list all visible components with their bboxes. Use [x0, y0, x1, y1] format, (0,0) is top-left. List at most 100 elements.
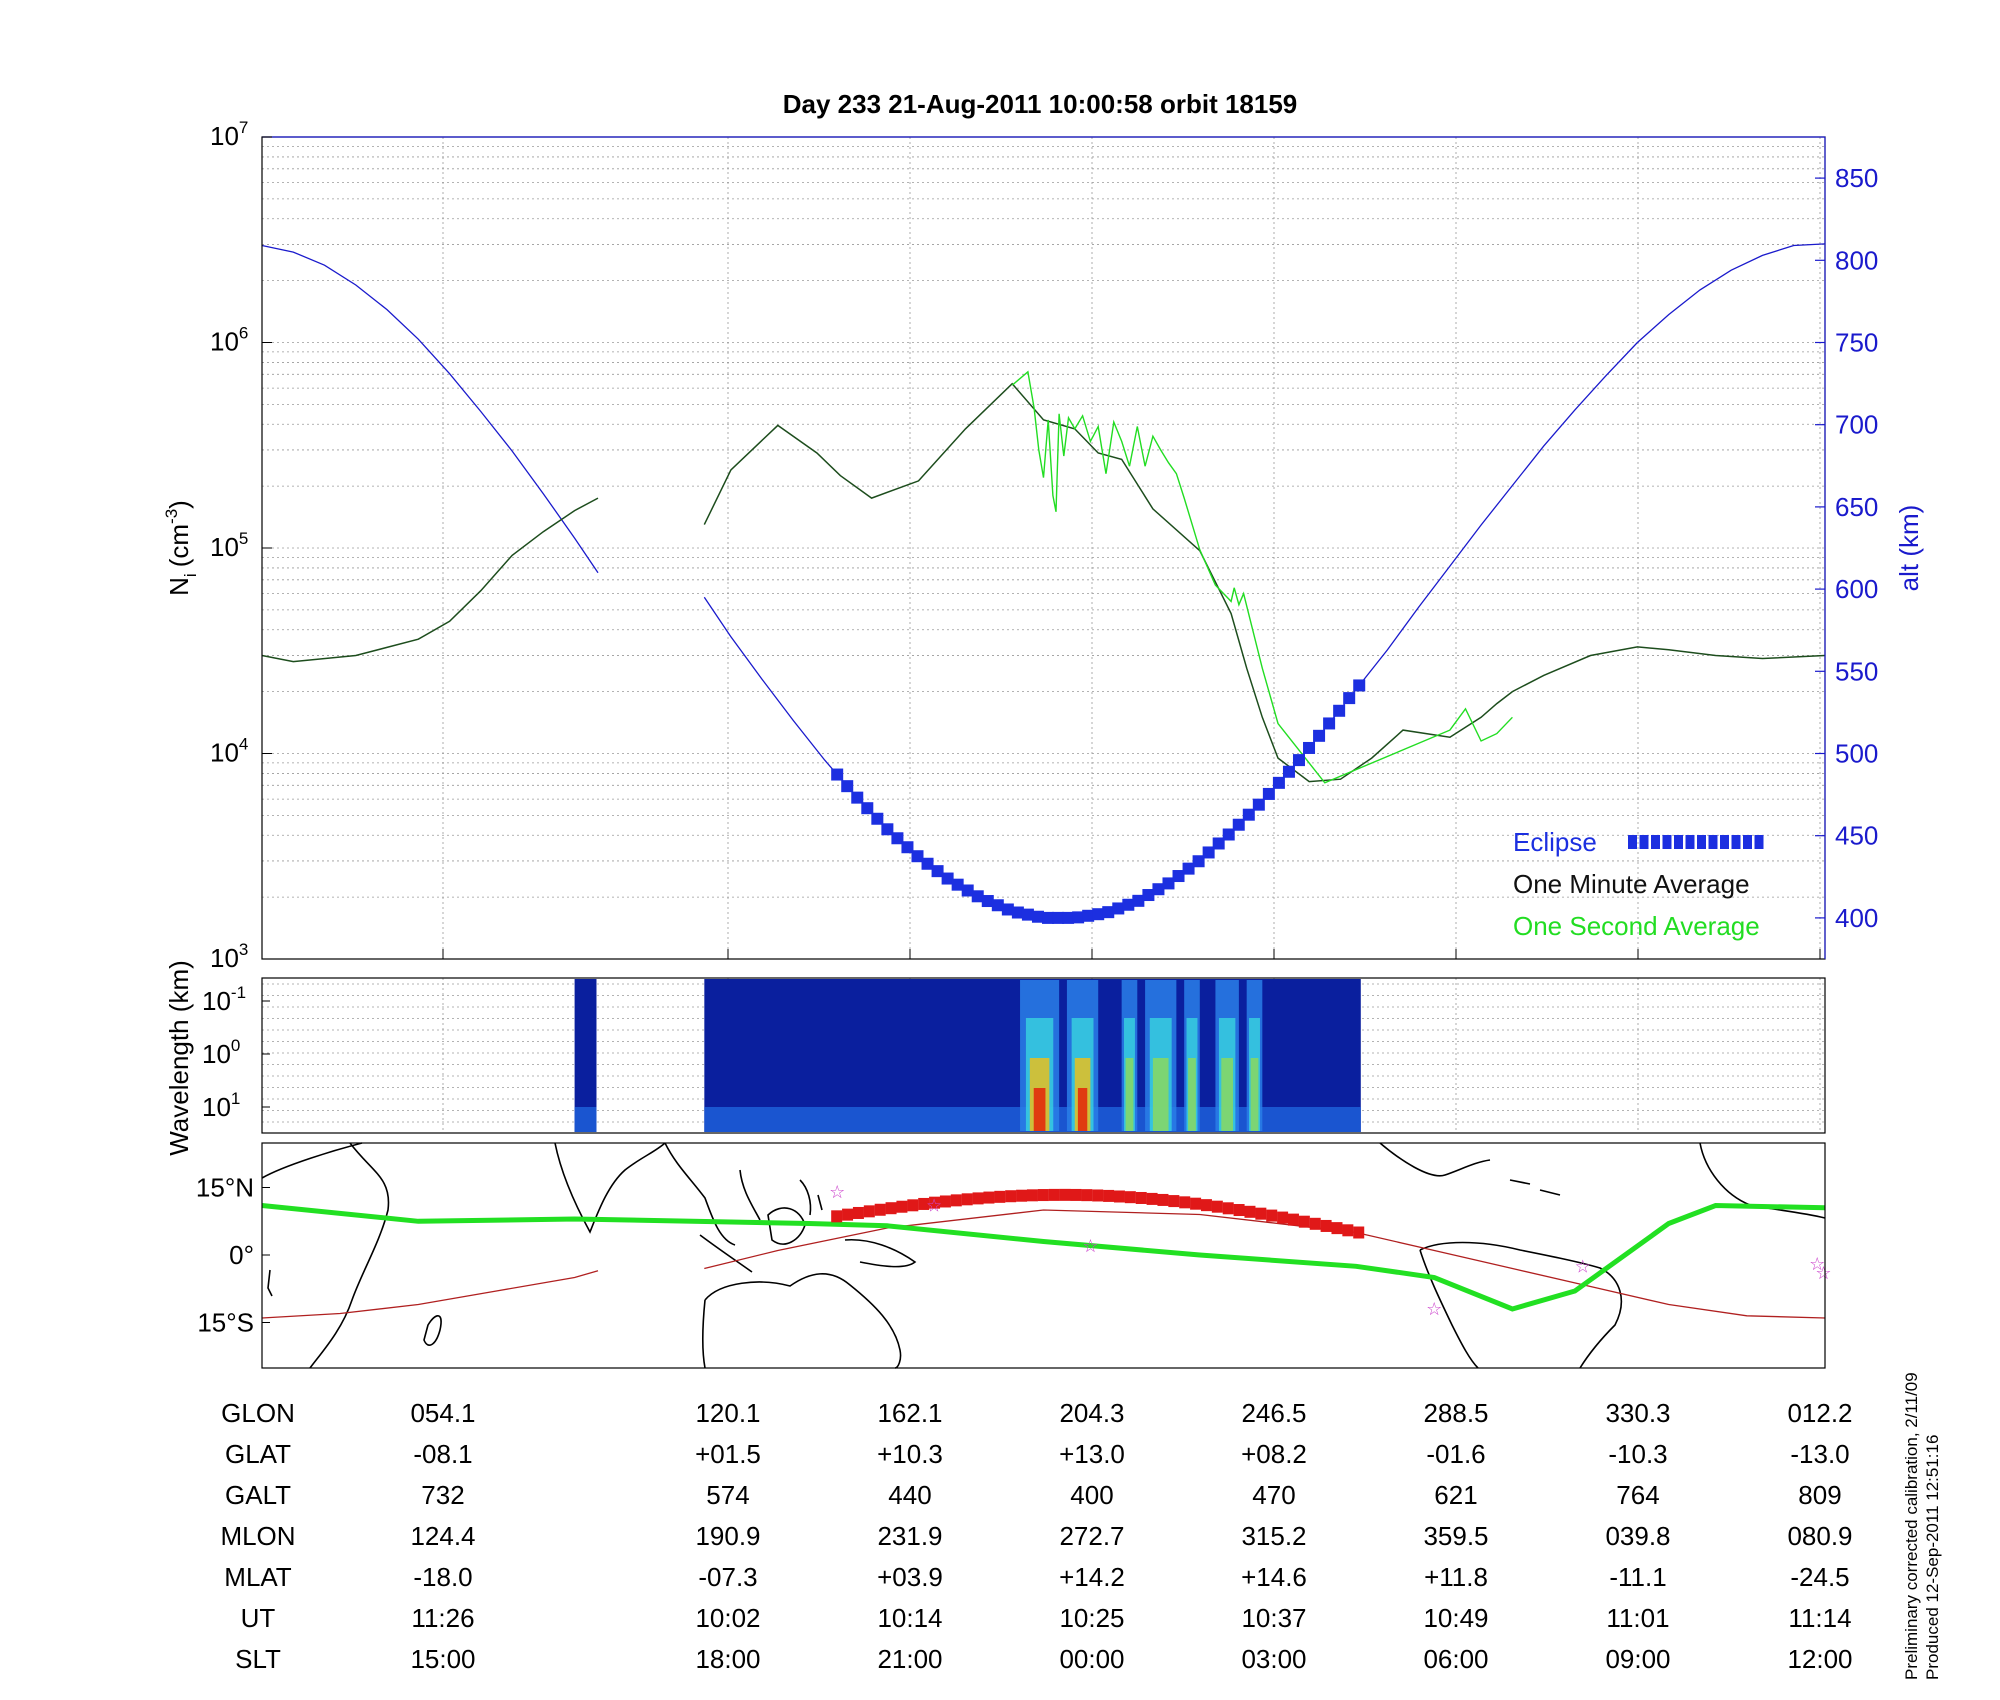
eclipse-marker — [971, 890, 984, 903]
map-eclipse-marker — [1298, 1215, 1310, 1228]
spectrogram-band-peak — [1077, 1088, 1088, 1131]
density-y-tick-label: 105 — [210, 529, 248, 562]
eclipse-marker — [1112, 902, 1125, 915]
table-row-label: GLAT — [225, 1439, 291, 1469]
eclipse-marker — [981, 895, 994, 908]
map-eclipse-marker — [1211, 1200, 1223, 1213]
table-cell: -18.0 — [413, 1562, 472, 1592]
map-eclipse-marker — [1168, 1195, 1180, 1208]
table-cell: 330.3 — [1605, 1398, 1670, 1428]
table-cell: +14.2 — [1059, 1562, 1125, 1592]
map-eclipse-marker — [1005, 1190, 1017, 1203]
eclipse-marker — [1122, 898, 1135, 911]
map-eclipse-marker — [1266, 1209, 1278, 1222]
coastline-caribbean — [1509, 1179, 1561, 1196]
coastline-africa — [261, 1142, 390, 1369]
spectrogram-low-band — [574, 1107, 597, 1132]
table-cell: +11.8 — [1424, 1562, 1488, 1592]
map-eclipse-marker — [1124, 1191, 1136, 1204]
map-eclipse-marker — [1190, 1197, 1202, 1210]
eclipse-marker — [1152, 883, 1165, 896]
eclipse-marker — [1102, 906, 1115, 919]
table-cell: 204.3 — [1059, 1398, 1124, 1428]
map-eclipse-marker — [1200, 1199, 1212, 1212]
map-eclipse-marker — [1135, 1191, 1147, 1204]
legend-one-second-label: One Second Average — [1513, 911, 1760, 941]
altitude-y-tick-label: 600 — [1835, 574, 1878, 604]
density-y-tick-base: 10 — [210, 738, 239, 768]
map-eclipse-marker — [1070, 1188, 1082, 1201]
eclipse-marker — [1202, 846, 1215, 859]
map-eclipse-marker — [1353, 1226, 1365, 1239]
eclipse-marker — [881, 823, 894, 836]
table-cell: +10.3 — [877, 1439, 943, 1469]
spectrogram-y-tick-exp: 1 — [231, 1089, 240, 1108]
star-marker: ☆ — [829, 1182, 845, 1203]
altitude-y-tick-label: 850 — [1835, 163, 1878, 193]
altitude-y-tick-label: 450 — [1835, 821, 1878, 851]
chart-title: Day 233 21-Aug-2011 10:00:58 orbit 18159 — [783, 89, 1298, 119]
legend-eclipse-square — [1731, 835, 1741, 849]
eclipse-marker — [841, 780, 854, 793]
density-y-tick-label: 107 — [210, 118, 248, 151]
spectrogram-data — [574, 979, 1361, 1132]
map-eclipse-marker — [1222, 1202, 1234, 1215]
density-y-tick-label: 103 — [210, 940, 248, 973]
spectrogram-y-tick-label: 101 — [202, 1089, 240, 1122]
map-eclipse-marker — [972, 1192, 984, 1205]
table-cell: 09:00 — [1605, 1644, 1670, 1674]
legend-eclipse-square — [1685, 835, 1695, 849]
legend-eclipse-square — [1662, 835, 1672, 849]
map-eclipse-marker — [983, 1191, 995, 1204]
eclipse-marker — [1292, 754, 1305, 767]
eclipse-marker — [891, 832, 904, 845]
one-second-series — [1011, 370, 1513, 784]
density-y-tick-label: 106 — [210, 324, 248, 357]
map-eclipse-marker — [863, 1205, 875, 1218]
legend-eclipse-square — [1651, 835, 1660, 849]
eclipse-marker — [1142, 889, 1155, 902]
eclipse-marker — [1343, 692, 1356, 705]
altitude-y-tick-label: 750 — [1835, 328, 1878, 358]
table-cell: 10:25 — [1059, 1603, 1124, 1633]
coastline-sumatra — [699, 1234, 753, 1273]
map-eclipse-marker — [1179, 1196, 1191, 1209]
table-cell: -10.3 — [1608, 1439, 1667, 1469]
eclipse-marker — [1042, 911, 1055, 924]
density-y-label: Ni (cm-3) — [162, 500, 200, 596]
eclipse-marker — [1242, 808, 1255, 821]
footnote-line-1: Preliminary corrected calibration, 2/11/… — [1902, 1372, 1921, 1680]
table-cell: 359.5 — [1423, 1521, 1488, 1551]
coastline-new-guinea — [844, 1238, 917, 1268]
eclipse-marker — [1262, 787, 1275, 800]
altitude-y-label: alt (km) — [1894, 505, 1924, 592]
spectrogram-y-tick-exp: -1 — [231, 983, 246, 1002]
table-cell: 21:00 — [877, 1644, 942, 1674]
map-eclipse-marker — [907, 1199, 919, 1212]
spectrogram-y-tick-label: 100 — [202, 1036, 240, 1069]
legend: Eclipse One Minute Average One Second Av… — [1513, 827, 1764, 941]
legend-eclipse-square — [1708, 835, 1718, 849]
ephemeris-table: GLON 054.1 120.1 162.1 204.3 246.5 288.5 330.3 0… — [220, 1398, 1852, 1674]
star-marker: ☆ — [926, 1196, 942, 1217]
density-y-tick-exp: 7 — [239, 118, 248, 137]
map-eclipse-marker — [1103, 1189, 1115, 1202]
table-cell: +14.6 — [1241, 1562, 1307, 1592]
map-eclipse-marker — [1277, 1211, 1289, 1224]
map-eclipse-marker — [1037, 1189, 1049, 1202]
eclipse-marker — [1031, 910, 1044, 923]
table-cell: 039.8 — [1605, 1521, 1670, 1551]
eclipse-marker — [921, 857, 934, 870]
eclipse-marker — [1313, 729, 1326, 742]
density-y-tick-base: 10 — [210, 327, 239, 357]
one-minute-series — [261, 382, 1826, 783]
map-eclipse-marker — [1059, 1188, 1071, 1201]
legend-eclipse-square — [1754, 835, 1764, 849]
eclipse-marker — [901, 841, 914, 854]
spectrogram-y-label: Wavelength (km) — [164, 960, 194, 1156]
table-cell: 470 — [1252, 1480, 1295, 1510]
table-cell: 00:00 — [1059, 1644, 1124, 1674]
altitude-y-tick-label: 800 — [1835, 245, 1878, 275]
altitude-y-tick-label: 400 — [1835, 903, 1878, 933]
